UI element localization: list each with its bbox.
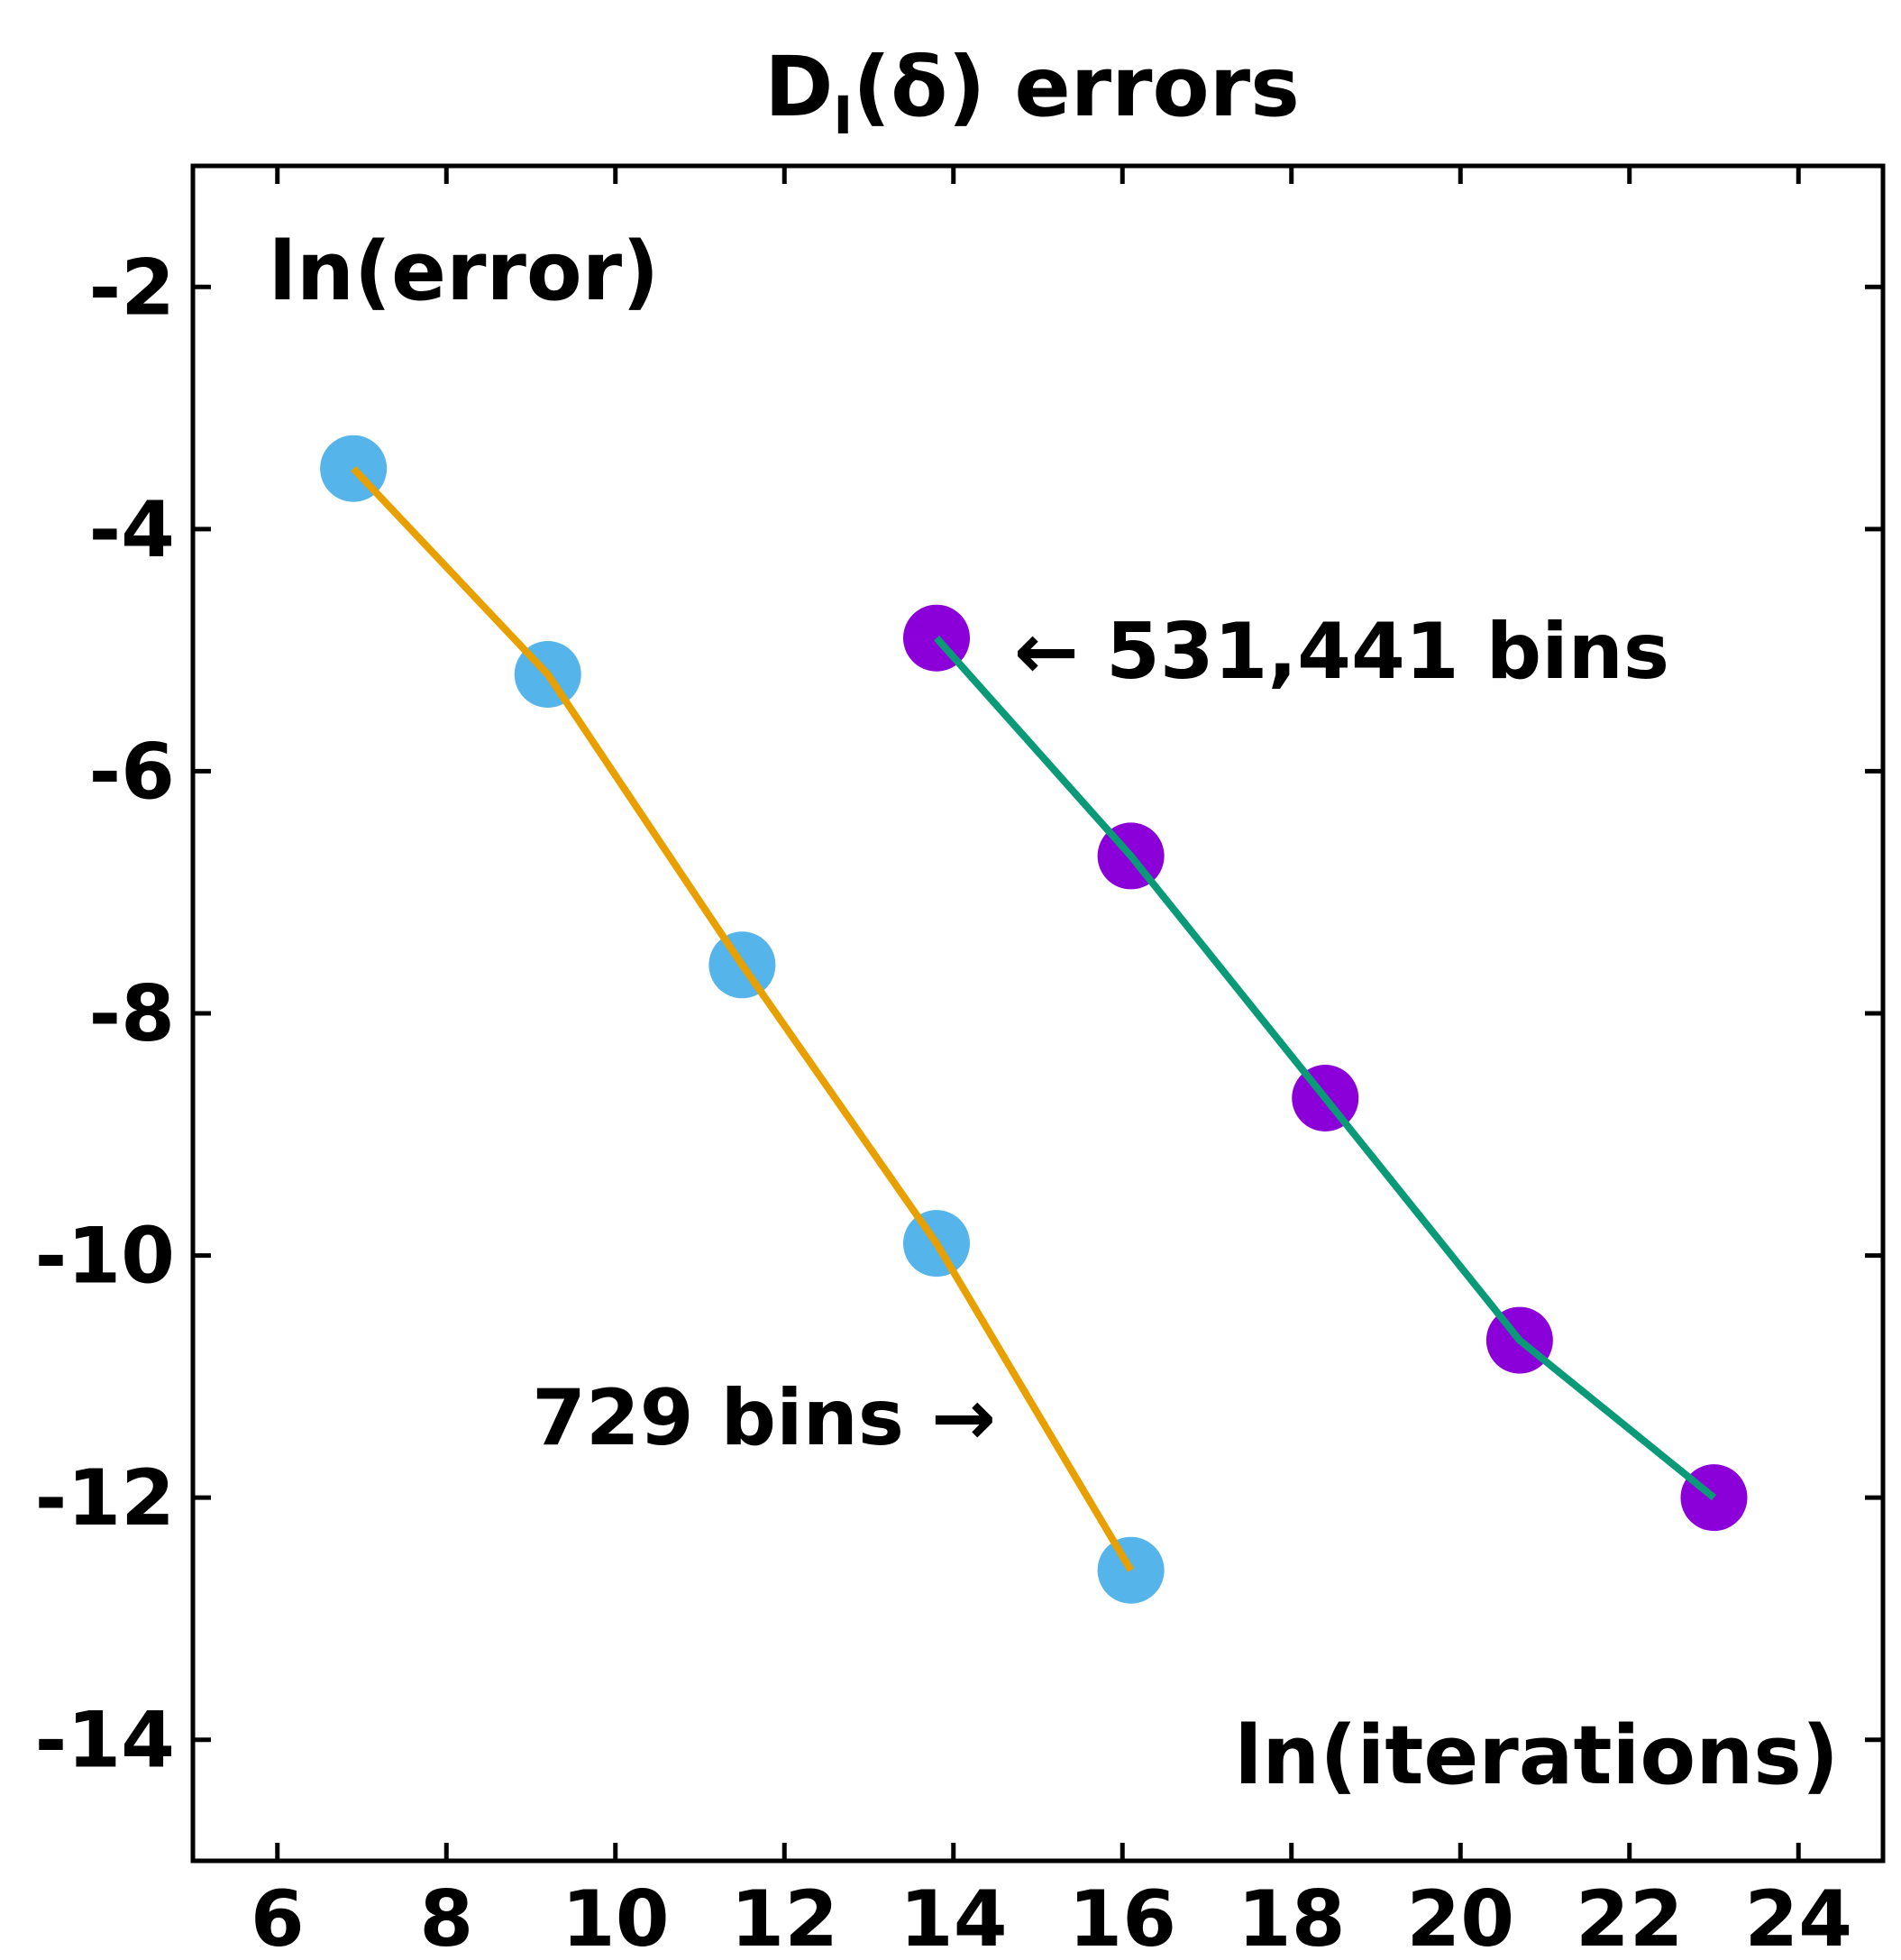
title-main: D (764, 39, 833, 135)
plot-frame (190, 163, 1886, 1864)
x-tick-label: 6 (251, 1874, 305, 1960)
x-tick-label: 14 (900, 1874, 1008, 1960)
y-tick-label: -14 (35, 1696, 175, 1786)
series-line (351, 465, 1135, 1572)
x-tick-label: 24 (1744, 1874, 1852, 1960)
ticks: 6 8 10 12 14 16 18 20 22 24 -2 -4 -6 -8 -10 -12 -14 (35, 166, 1883, 1960)
y-axis-label: ln(error) (269, 224, 659, 319)
y-tick-label: -2 (88, 243, 175, 333)
x-tick-label: 18 (1238, 1874, 1346, 1960)
chart-title: DI(δ) errors (764, 39, 1300, 146)
x-tick-label: 16 (1068, 1874, 1176, 1960)
title-subscript: I (833, 85, 853, 146)
x-tick-label: 8 (419, 1874, 473, 1960)
x-tick-label: 20 (1406, 1874, 1514, 1960)
x-axis-label: ln(iterations) (1234, 1708, 1839, 1803)
series-531441-bins (903, 604, 1748, 1532)
y-tick-label: -8 (88, 969, 175, 1059)
title-rest: (δ) errors (853, 39, 1300, 135)
y-tick-label: -6 (88, 727, 175, 817)
y-tick-label: -4 (88, 485, 175, 575)
annotation-531441-bins: ← 531,441 bins (1014, 607, 1669, 697)
x-tick-label: 12 (730, 1874, 838, 1960)
series-line (934, 636, 1717, 1501)
series-729-bins (320, 435, 1165, 1604)
x-tick-label: 22 (1576, 1874, 1684, 1960)
y-tick-label: -12 (35, 1453, 175, 1543)
series-layer (320, 435, 1748, 1604)
x-tick-label: 10 (562, 1874, 670, 1960)
annotation-729-bins: 729 bins → (532, 1373, 996, 1463)
y-tick-label: -10 (35, 1212, 175, 1302)
